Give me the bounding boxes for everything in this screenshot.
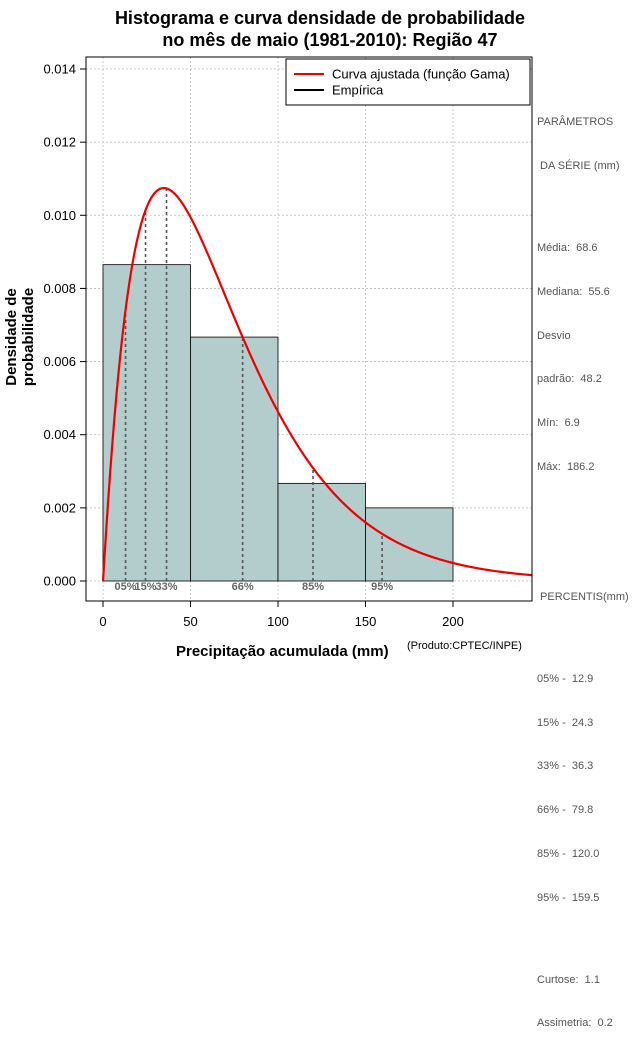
stat-curtose: Curtose: 1.1 (537, 973, 600, 986)
gamma-fit-curve (101, 186, 532, 582)
stat-desvio-value: padrão: 48.2 (537, 373, 602, 386)
chart-title-line1: Histograma e curva densidade de probabil… (114, 8, 526, 28)
stat-p15: 15% - 24.3 (537, 716, 594, 729)
histogram-bar-3 (277, 482, 366, 582)
legend: Curva ajustada (função Gama) Empírica (285, 58, 531, 106)
percentile-label-5: 85% (302, 581, 324, 593)
x-tick-label: 200 (442, 614, 464, 629)
stat-max: Máx: 186.2 (537, 460, 595, 473)
x-tick-label: 0 (99, 614, 106, 629)
percentile-label-1: 05% (115, 581, 137, 593)
stat-mediana: Mediana: 55.6 (537, 285, 610, 298)
legend-box (285, 58, 531, 106)
histogram-bar-4 (365, 507, 454, 582)
x-tick-label: 50 (183, 614, 197, 629)
percentile-label-3: 33% (156, 581, 178, 593)
percentile-label-2: 15% (135, 581, 157, 593)
x-tick-label: 100 (267, 614, 289, 629)
y-tick-label: 0.014 (43, 62, 76, 77)
percentile-label-6: 95% (371, 581, 393, 593)
y-tick-label: 0.008 (43, 281, 76, 296)
legend-empirical-label: Empírica (332, 83, 384, 98)
histogram-chart: 05%15%33% 66% 85% 95% 0 50 100 150 200 0.000 0.00… (43, 56, 533, 629)
stat-p05: 05% - 12.9 (537, 672, 594, 685)
x-axis-label: Precipitação acumulada (mm) (176, 643, 389, 660)
y-tick-label: 0.010 (43, 208, 76, 223)
histogram-bar-2 (190, 336, 279, 582)
stat-desvio-label: Desvio (537, 329, 571, 342)
stat-media: Média: 68.6 (537, 241, 598, 254)
params-subtitle: DA SÉRIE (mm) (537, 159, 620, 172)
product-credit: (Produto:CPTEC/INPE) (407, 640, 522, 652)
y-tick-label: 0.012 (43, 135, 76, 150)
y-tick-label: 0.006 (43, 354, 76, 369)
y-tick-label: 0.000 (43, 574, 76, 589)
stat-p85: 85% - 120.0 (537, 847, 600, 860)
params-title: PARÂMETROS (537, 116, 614, 129)
percentile-label-4: 66% (232, 581, 254, 593)
y-tick-label: 0.002 (43, 500, 76, 515)
plot-frame (85, 56, 533, 602)
stat-p66: 66% - 79.8 (537, 804, 594, 817)
percentis-title: PERCENTIS(mm) (537, 590, 629, 603)
x-tick-label: 150 (355, 614, 377, 629)
stat-assimetria: Assimetria: 0.2 (537, 1017, 613, 1030)
legend-curve-label: Curva ajustada (função Gama) (332, 67, 510, 82)
y-tick-label: 0.004 (43, 427, 76, 442)
stat-min: Mín: 6.9 (537, 417, 580, 430)
stat-p95: 95% - 159.5 (537, 891, 600, 904)
histogram-bar-1 (102, 264, 191, 582)
chart-title-line2: no mês de maio (1981-2010): Região 47 (162, 30, 498, 50)
stat-p33: 33% - 36.3 (537, 760, 594, 773)
